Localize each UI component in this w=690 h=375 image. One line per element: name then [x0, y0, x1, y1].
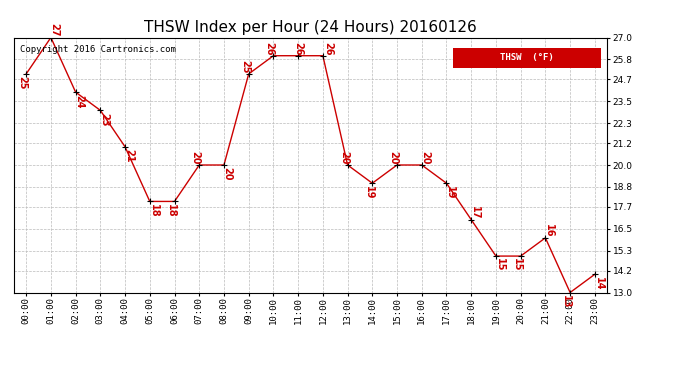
Text: 26: 26	[293, 42, 303, 55]
Text: 26: 26	[323, 42, 333, 55]
Text: 27: 27	[50, 24, 59, 37]
Point	[416, 162, 427, 168]
Text: 25: 25	[17, 76, 28, 90]
Text: 13: 13	[562, 295, 571, 308]
Point	[564, 290, 575, 296]
Point	[268, 53, 279, 59]
Point	[144, 198, 155, 204]
Text: 20: 20	[190, 151, 201, 165]
Text: 14: 14	[593, 277, 604, 290]
Text: 15: 15	[495, 258, 504, 272]
Text: 19: 19	[364, 186, 373, 199]
Text: Copyright 2016 Cartronics.com: Copyright 2016 Cartronics.com	[20, 45, 176, 54]
Point	[391, 162, 402, 168]
Text: 20: 20	[420, 151, 431, 165]
Point	[219, 162, 230, 168]
Point	[293, 53, 304, 59]
Point	[46, 34, 57, 40]
Text: 20: 20	[223, 167, 233, 181]
Point	[342, 162, 353, 168]
Text: 18: 18	[166, 204, 176, 218]
Point	[243, 71, 254, 77]
Text: 18: 18	[148, 204, 159, 218]
Point	[194, 162, 205, 168]
Point	[95, 107, 106, 113]
Point	[466, 217, 477, 223]
Point	[589, 271, 600, 277]
Point	[515, 253, 526, 259]
Text: 23: 23	[99, 113, 109, 126]
Text: 20: 20	[388, 151, 398, 165]
Point	[317, 53, 328, 59]
Text: 21: 21	[124, 149, 134, 163]
Point	[441, 180, 452, 186]
Title: THSW Index per Hour (24 Hours) 20160126: THSW Index per Hour (24 Hours) 20160126	[144, 20, 477, 35]
Point	[70, 89, 81, 95]
Point	[491, 253, 502, 259]
Text: 16: 16	[544, 224, 554, 237]
Text: 26: 26	[265, 42, 275, 55]
Point	[119, 144, 130, 150]
Text: 19: 19	[445, 186, 455, 199]
Text: 17: 17	[470, 206, 480, 219]
Point	[367, 180, 378, 186]
Point	[21, 71, 32, 77]
Text: 15: 15	[512, 258, 522, 272]
Text: 20: 20	[339, 151, 349, 165]
Point	[540, 235, 551, 241]
Point	[169, 198, 180, 204]
Text: 25: 25	[240, 60, 250, 74]
Text: 24: 24	[75, 94, 84, 108]
